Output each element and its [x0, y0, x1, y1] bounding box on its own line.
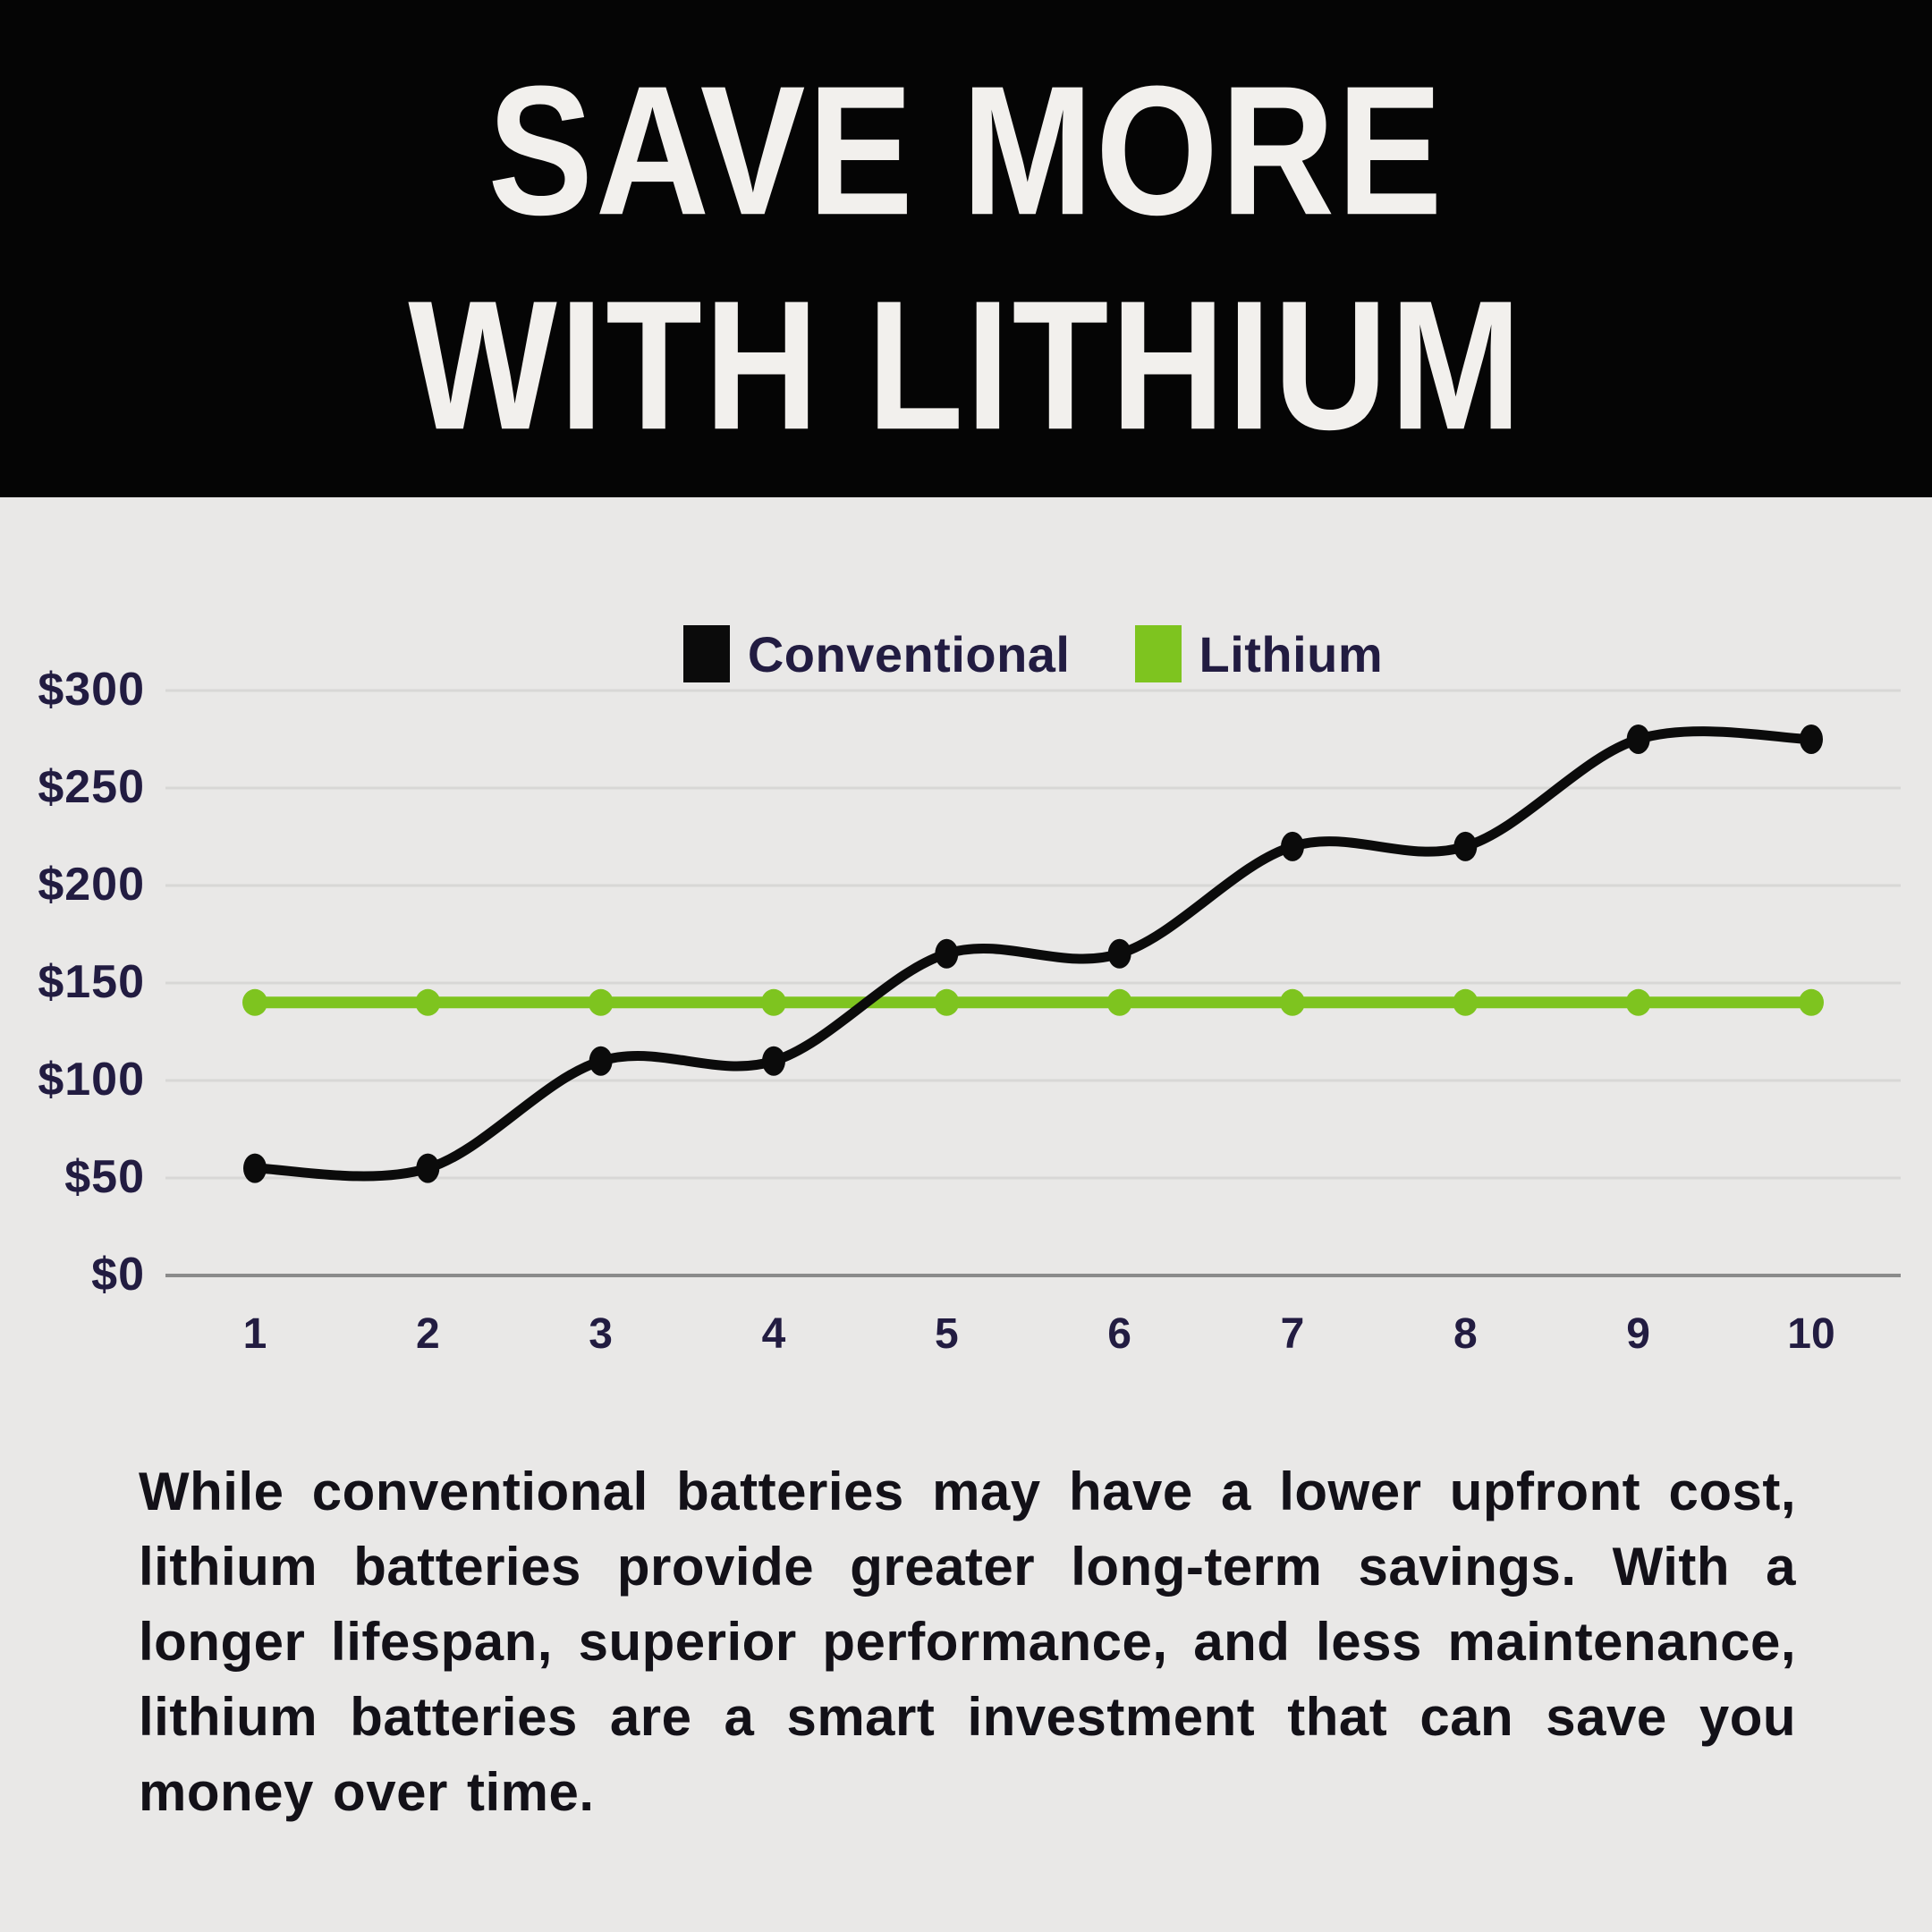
legend-label-lithium: Lithium — [1199, 625, 1384, 682]
y-axis-tick-label: $200 — [38, 858, 145, 911]
gridline — [165, 786, 1901, 790]
y-axis-tick-label: $0 — [91, 1248, 145, 1301]
x-axis-tick-label: 8 — [1453, 1310, 1478, 1358]
conventional-point — [762, 1046, 785, 1076]
legend-swatch-conventional — [682, 625, 730, 682]
lithium-point — [761, 988, 786, 1016]
x-axis-line — [165, 1274, 1901, 1277]
y-axis-tick-label: $50 — [64, 1150, 145, 1203]
lithium-point — [1799, 988, 1824, 1016]
x-axis-tick-label: 9 — [1626, 1310, 1651, 1358]
x-axis-tick-label: 4 — [761, 1310, 786, 1358]
description-paragraph: While conventional batteries may have a … — [139, 1462, 1796, 1822]
lithium-point — [934, 988, 960, 1016]
page-title-line-2: WITH LITHIUM — [408, 262, 1524, 469]
lithium-point — [1625, 988, 1651, 1016]
x-axis-tick-label: 10 — [1787, 1310, 1835, 1358]
y-axis-tick-label: $100 — [38, 1053, 145, 1106]
line-chart-canvas — [242, 724, 1824, 1183]
conventional-point — [1281, 831, 1304, 861]
lithium-point — [1106, 988, 1132, 1016]
legend-label-conventional: Conventional — [747, 625, 1071, 682]
gridline — [165, 689, 1901, 692]
legend-swatch-lithium — [1134, 625, 1182, 682]
cost-comparison-chart: $300 $250 $200 $150 $100 $50 $0 1 2 3 4 5 6 7 8 9 10 — [0, 664, 1932, 1381]
lithium-point — [1453, 988, 1479, 1016]
plot-area — [165, 689, 1901, 1277]
x-axis-tick-label: 7 — [1280, 1310, 1305, 1358]
chart-legend: Conventional Lithium — [165, 624, 1901, 683]
legend-item-conventional: Conventional — [682, 625, 1071, 683]
conventional-point — [1453, 831, 1478, 861]
gridline — [165, 884, 1901, 887]
page-title-line-1: SAVE MORE — [487, 47, 1445, 254]
gridline — [165, 1079, 1901, 1082]
y-axis-tick-label: $300 — [38, 663, 145, 716]
conventional-point — [935, 938, 959, 969]
conventional-point — [243, 1153, 267, 1183]
conventional-point — [1800, 724, 1823, 754]
gridline — [165, 1176, 1901, 1180]
y-axis-tick-label: $250 — [38, 760, 145, 813]
y-axis-tick-label: $150 — [38, 955, 145, 1008]
x-axis-tick-label: 3 — [589, 1310, 614, 1358]
x-axis-tick-label: 1 — [242, 1310, 267, 1358]
x-axis-tick-label: 5 — [934, 1310, 959, 1358]
lithium-point — [242, 988, 267, 1016]
x-axis-tick-label: 6 — [1107, 1310, 1132, 1358]
legend-item-lithium: Lithium — [1134, 625, 1384, 683]
conventional-line — [250, 726, 1817, 1182]
conventional-point — [1626, 724, 1650, 754]
gridline — [165, 981, 1901, 985]
lithium-point — [588, 988, 614, 1016]
lithium-point — [415, 988, 441, 1016]
conventional-point — [416, 1153, 440, 1183]
lithium-point — [1280, 988, 1305, 1016]
x-axis-tick-label: 2 — [415, 1310, 440, 1358]
conventional-point — [1107, 938, 1131, 969]
header-banner: SAVE MORE WITH LITHIUM — [0, 0, 1932, 497]
conventional-point — [589, 1046, 613, 1076]
